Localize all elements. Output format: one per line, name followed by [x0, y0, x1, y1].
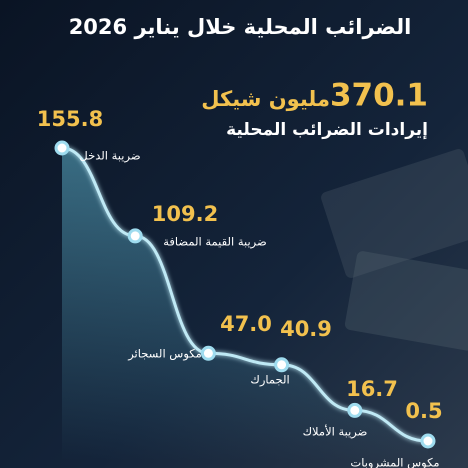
category-label: مكوس السجائر	[127, 347, 202, 362]
value-label: 0.5	[405, 399, 442, 423]
point	[127, 228, 143, 244]
total-unit: مليون شيكل	[201, 87, 330, 111]
category-label: مكوس المشروبات	[350, 456, 439, 468]
banknote-decor	[321, 149, 468, 278]
value-label: 40.9	[280, 317, 332, 341]
value-label: 16.7	[346, 377, 398, 401]
chart-title: الضرائب المحلية خلال يناير 2026	[69, 15, 412, 39]
value-label: 109.2	[152, 202, 218, 226]
category-label: الجمارك	[250, 373, 289, 388]
point	[347, 402, 363, 418]
banknote-decor	[344, 251, 468, 351]
value-label: 155.8	[37, 107, 103, 131]
chart-subtitle: إيرادات الضرائب المحلية	[226, 120, 428, 140]
point	[274, 357, 290, 373]
point	[420, 433, 436, 449]
point	[54, 140, 70, 156]
area-glow	[62, 148, 428, 461]
category-label: ضريبة القيمة المضافة	[163, 235, 267, 250]
total-value: 370.1	[330, 78, 428, 114]
point	[200, 345, 216, 361]
category-label: ضريبة الدخل	[79, 149, 140, 164]
value-label: 47.0	[220, 312, 272, 336]
category-label: ضريبة الأملاك	[303, 425, 368, 440]
